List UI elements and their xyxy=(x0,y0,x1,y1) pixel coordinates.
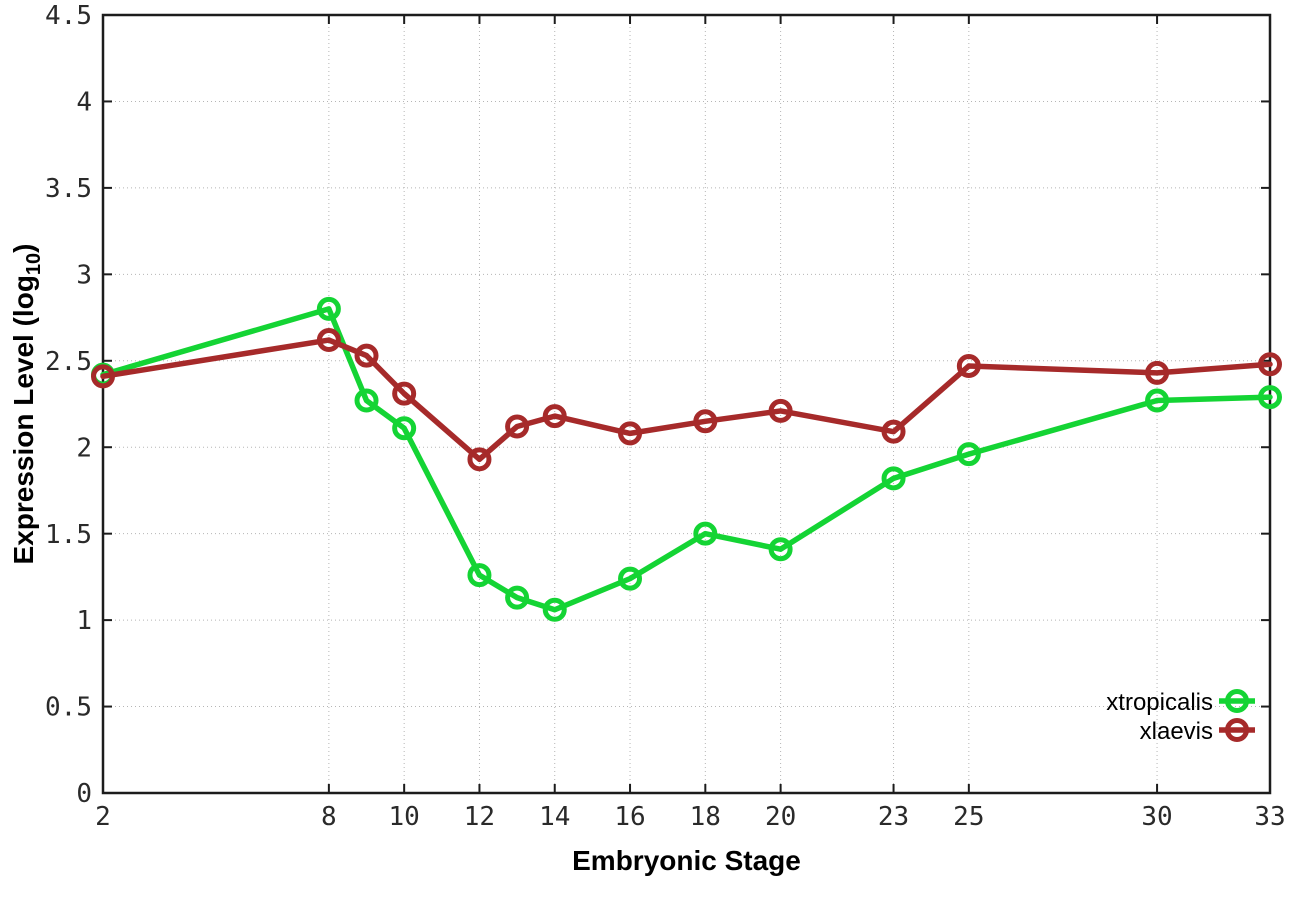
series-xlaevis-marker xyxy=(316,328,341,353)
series-xlaevis-marker xyxy=(881,419,906,444)
x-tick-label: 33 xyxy=(1254,802,1285,832)
plot-border xyxy=(101,13,1272,795)
y-axis-title-main: Expression Level (log xyxy=(8,275,40,565)
series-xlaevis-marker xyxy=(354,343,379,368)
series-xtropicalis-line xyxy=(100,306,1273,613)
legend-label-xlaevis: xlaevis xyxy=(1140,718,1213,745)
y-tick-label: 0.5 xyxy=(45,693,92,723)
x-axis-title: Embryonic Stage xyxy=(572,845,801,876)
y-tick-label: 1 xyxy=(76,606,92,636)
series-xlaevis-marker xyxy=(956,353,981,378)
series-xtropicalis-marker xyxy=(505,585,530,610)
series-xlaevis-marker xyxy=(618,421,643,446)
series-xtropicalis-marker xyxy=(542,597,567,622)
x-tick-label: 30 xyxy=(1141,802,1172,832)
series-xtropicalis-marker xyxy=(316,296,341,321)
series-xlaevis-marker xyxy=(91,364,115,389)
x-tick-label: 23 xyxy=(878,802,909,832)
series-xlaevis-marker xyxy=(693,409,718,434)
series-xlaevis-marker xyxy=(542,404,567,429)
y-axis-title-end: ) xyxy=(8,243,40,253)
series-xtropicalis-marker xyxy=(956,442,981,467)
series-xlaevis-marker xyxy=(1145,360,1170,385)
series-xtropicalis-marker xyxy=(1258,385,1282,410)
y-tick-label: 2.5 xyxy=(45,347,92,377)
x-tick-label: 16 xyxy=(614,802,645,832)
series-xlaevis-marker xyxy=(768,398,793,423)
series-xtropicalis-marker xyxy=(467,563,492,588)
series-xtropicalis-marker xyxy=(354,388,379,413)
y-tick-label: 1.5 xyxy=(45,520,92,550)
y-axis-title: Expression Level (log10) xyxy=(8,244,46,565)
y-tick-label: 2 xyxy=(76,433,92,463)
series-xlaevis-line xyxy=(100,337,1273,463)
series-xlaevis-marker xyxy=(1258,352,1282,377)
x-tick-label: 2 xyxy=(95,802,111,832)
x-tick-label: 18 xyxy=(690,802,721,832)
series-xlaevis-marker xyxy=(467,447,492,472)
x-tick-label: 10 xyxy=(389,802,420,832)
legend-sample-marker-xlaevis xyxy=(1225,718,1249,742)
series-xtropicalis-marker xyxy=(693,521,718,546)
y-tick-label: 0 xyxy=(76,779,92,809)
y-tick-label: 4 xyxy=(76,88,92,118)
y-tick-label: 4.5 xyxy=(45,1,92,31)
series-xtropicalis-marker xyxy=(392,416,417,441)
series-xlaevis-marker xyxy=(392,381,417,406)
series-xtropicalis-marker xyxy=(768,537,793,562)
x-tick-label: 12 xyxy=(464,802,495,832)
y-axis-title-subscript: 10 xyxy=(22,252,45,276)
series-xtropicalis-marker xyxy=(881,466,906,491)
x-tick-label: 25 xyxy=(953,802,984,832)
x-tick-label: 8 xyxy=(321,802,337,832)
y-tick-label: 3.5 xyxy=(45,174,92,204)
legend-sample-marker-xtropicalis xyxy=(1225,689,1249,713)
series-xtropicalis-marker xyxy=(1145,388,1170,413)
x-tick-label: 20 xyxy=(765,802,796,832)
x-tick-label: 14 xyxy=(539,802,570,832)
legend-label-xtropicalis: xtropicalis xyxy=(1106,689,1213,716)
series-xtropicalis-marker xyxy=(618,566,643,591)
series-xlaevis-marker xyxy=(505,414,530,439)
y-tick-label: 3 xyxy=(76,260,92,290)
